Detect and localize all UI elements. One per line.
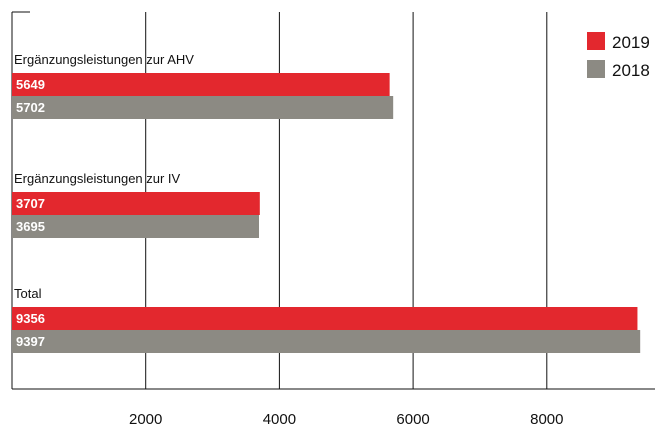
bar-value-label: 5702 — [16, 100, 45, 115]
bar-value-label: 3695 — [16, 219, 45, 234]
bar-2018-1 — [12, 96, 394, 119]
category-label: Total — [14, 286, 42, 301]
bar-2018-3 — [12, 330, 641, 353]
bar-2018-2 — [12, 215, 260, 238]
bar-2019-1 — [12, 73, 390, 96]
bar-value-label: 9356 — [16, 311, 45, 326]
x-tick-label: 4000 — [263, 411, 296, 428]
bar-value-label: 3707 — [16, 196, 45, 211]
category-label: Ergänzungsleistungen zur IV — [14, 171, 181, 186]
x-tick-label: 6000 — [396, 411, 429, 428]
legend-label: 2018 — [612, 61, 650, 80]
x-tick-label: 8000 — [530, 411, 563, 428]
legend-label: 2019 — [612, 33, 650, 52]
bar-2019-3 — [12, 307, 638, 330]
legend-swatch-2018 — [587, 60, 605, 78]
bar-2019-2 — [12, 192, 260, 215]
bar-value-label: 9397 — [16, 334, 45, 349]
legend-swatch-2019 — [587, 32, 605, 50]
x-tick-label: 2000 — [129, 411, 162, 428]
bar-value-label: 5649 — [16, 77, 45, 92]
category-label: Ergänzungsleistungen zur AHV — [14, 52, 194, 67]
